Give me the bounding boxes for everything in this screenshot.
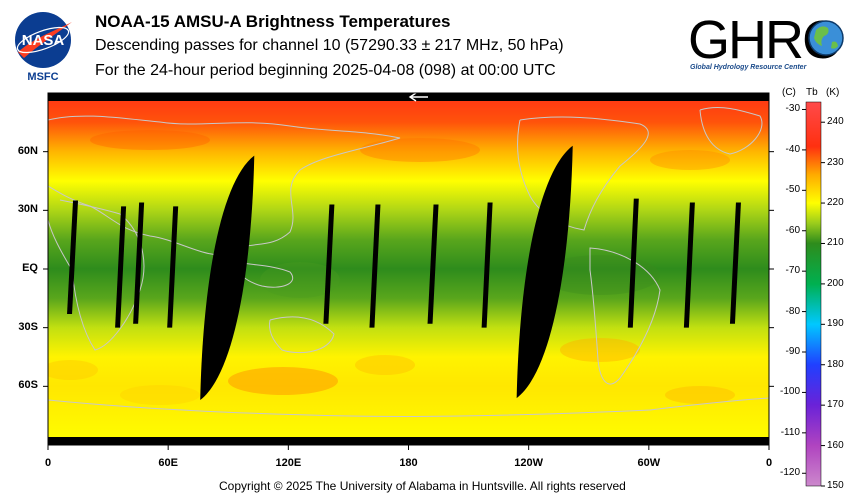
data-gap-thin (67, 200, 79, 314)
lon-label: 120W (514, 457, 544, 469)
colorbar-header-tb: Tb (806, 87, 818, 98)
colorbar-ticks (802, 108, 825, 487)
anomaly-patch (260, 262, 340, 298)
data-gap-wide (516, 145, 573, 399)
axis-ticks (43, 151, 774, 450)
colorbar-c-label: -70 (785, 265, 800, 277)
south-missing-band (48, 437, 769, 445)
data-gap-thin (323, 204, 335, 324)
anomaly-patch (228, 367, 338, 395)
data-gap-thin (627, 198, 639, 328)
colorbar-k-label: 150 (827, 480, 844, 491)
lon-label: 180 (399, 457, 418, 469)
colorbar-k-label: 180 (827, 358, 844, 370)
ghrc-logo-sub: Global Hydrology Resource Center (690, 64, 807, 71)
nasa-logo-swoosh (18, 22, 72, 58)
lon-label: 60W (637, 457, 661, 469)
lat-label: 60N (17, 144, 38, 157)
data-gap-thin (427, 204, 439, 324)
coastline (48, 397, 769, 418)
coastline (269, 316, 335, 354)
colorbar-c-label: -110 (780, 426, 800, 438)
data-gap-thin (167, 206, 179, 328)
lat-label: 30S (18, 320, 38, 333)
coastline (699, 107, 763, 155)
lon-label: 120E (275, 457, 302, 469)
colorbar-k-label: 200 (827, 277, 844, 289)
anomaly-patch (560, 338, 640, 362)
chart-title: NOAA-15 AMSU-A Brightness Temperatures (95, 12, 451, 31)
colorbar-k-label: 230 (827, 156, 844, 168)
nasa-logo-sub: MSFC (27, 71, 58, 83)
colorbar-k-label: 220 (827, 197, 844, 209)
data-gap-thin (683, 202, 695, 328)
anomaly-patch (355, 355, 415, 375)
lat-label: 60S (18, 379, 38, 392)
colorbar-c-label: -80 (785, 305, 800, 317)
anomaly-patch (360, 138, 480, 162)
ghrc-logo: GHRC (688, 10, 844, 70)
colorbar-k-label: 190 (827, 318, 844, 330)
lat-label: EQ (22, 262, 38, 274)
nasa-logo-text: NASA (22, 32, 65, 49)
anomaly-patch (120, 385, 200, 405)
colorbar (805, 101, 822, 487)
colorbar-c-label: -30 (785, 103, 800, 115)
colorbar-header-k: (K) (826, 87, 840, 98)
temperature-anomalies (48, 130, 735, 405)
data-gaps (67, 145, 741, 401)
chart-subtitle: Descending passes for channel 10 (57290.… (95, 37, 564, 54)
colorbar-c-label: -100 (779, 386, 800, 398)
anomaly-patch (665, 386, 735, 404)
anomaly-patch (650, 150, 730, 170)
coastline (517, 116, 649, 231)
colorbar-k-label: 170 (827, 399, 844, 411)
data-gap-thin (729, 202, 741, 324)
temperature-field (48, 93, 769, 445)
colorbar-k-label: 160 (827, 439, 844, 451)
data-gap-thin (369, 204, 381, 328)
anomaly-patch (48, 360, 98, 380)
anomaly-patch (90, 130, 210, 150)
orbit-direction-arrow-icon (408, 92, 428, 102)
north-missing-band (48, 93, 769, 101)
chart-period: For the 24-hour period beginning 2025-04… (95, 62, 556, 79)
colorbar-k-label: 240 (827, 116, 844, 128)
data-gap-thin (481, 202, 493, 328)
colorbar-c-label: -90 (785, 346, 800, 357)
colorbar-c-label: -120 (779, 467, 800, 479)
data-gap-thin (115, 206, 127, 328)
lon-label: 0 (44, 457, 52, 469)
coastline (48, 115, 401, 256)
globe-land-icon (814, 26, 838, 49)
lon-label: 60E (158, 457, 178, 469)
nasa-logo: NASA MSFC (15, 12, 72, 83)
colorbar-c-label: -60 (785, 224, 800, 236)
data-gap-thin (133, 202, 145, 324)
colorbar-c-label: -40 (785, 143, 800, 155)
nasa-logo-orbit (16, 26, 70, 54)
lat-label: 30N (17, 203, 38, 216)
lon-label: 0 (765, 457, 773, 469)
colorbar-k-label: 210 (827, 237, 844, 249)
coastline (589, 247, 661, 385)
colorbar-header-c: (C) (782, 87, 796, 98)
data-gap-wide (200, 155, 255, 401)
copyright-footer: Copyright © 2025 The University of Alaba… (219, 479, 626, 493)
coastlines (48, 107, 769, 418)
colorbar-c-label: -50 (785, 184, 800, 196)
